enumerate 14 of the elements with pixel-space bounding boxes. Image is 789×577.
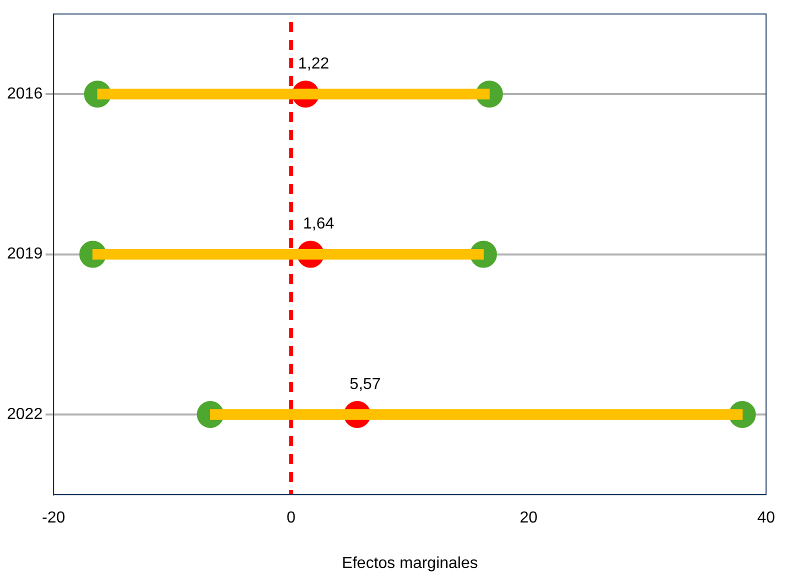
y-tick-label: 2019 — [7, 246, 43, 263]
y-tick-label: 2022 — [7, 406, 43, 423]
bar — [97, 88, 490, 100]
bar — [92, 248, 484, 260]
data-label: 1,22 — [298, 56, 330, 73]
data-label: 1,64 — [303, 216, 334, 233]
x-tick-label: 20 — [520, 510, 538, 527]
data-label: 5,57 — [350, 376, 381, 393]
x-tick-label: 0 — [286, 510, 296, 527]
x-axis-title: Efectos marginales — [342, 554, 478, 572]
x-tick-label: 40 — [757, 510, 776, 527]
y-tick-label: 2016 — [7, 86, 43, 103]
x-tick-label: -20 — [42, 510, 66, 527]
bar — [210, 409, 743, 420]
